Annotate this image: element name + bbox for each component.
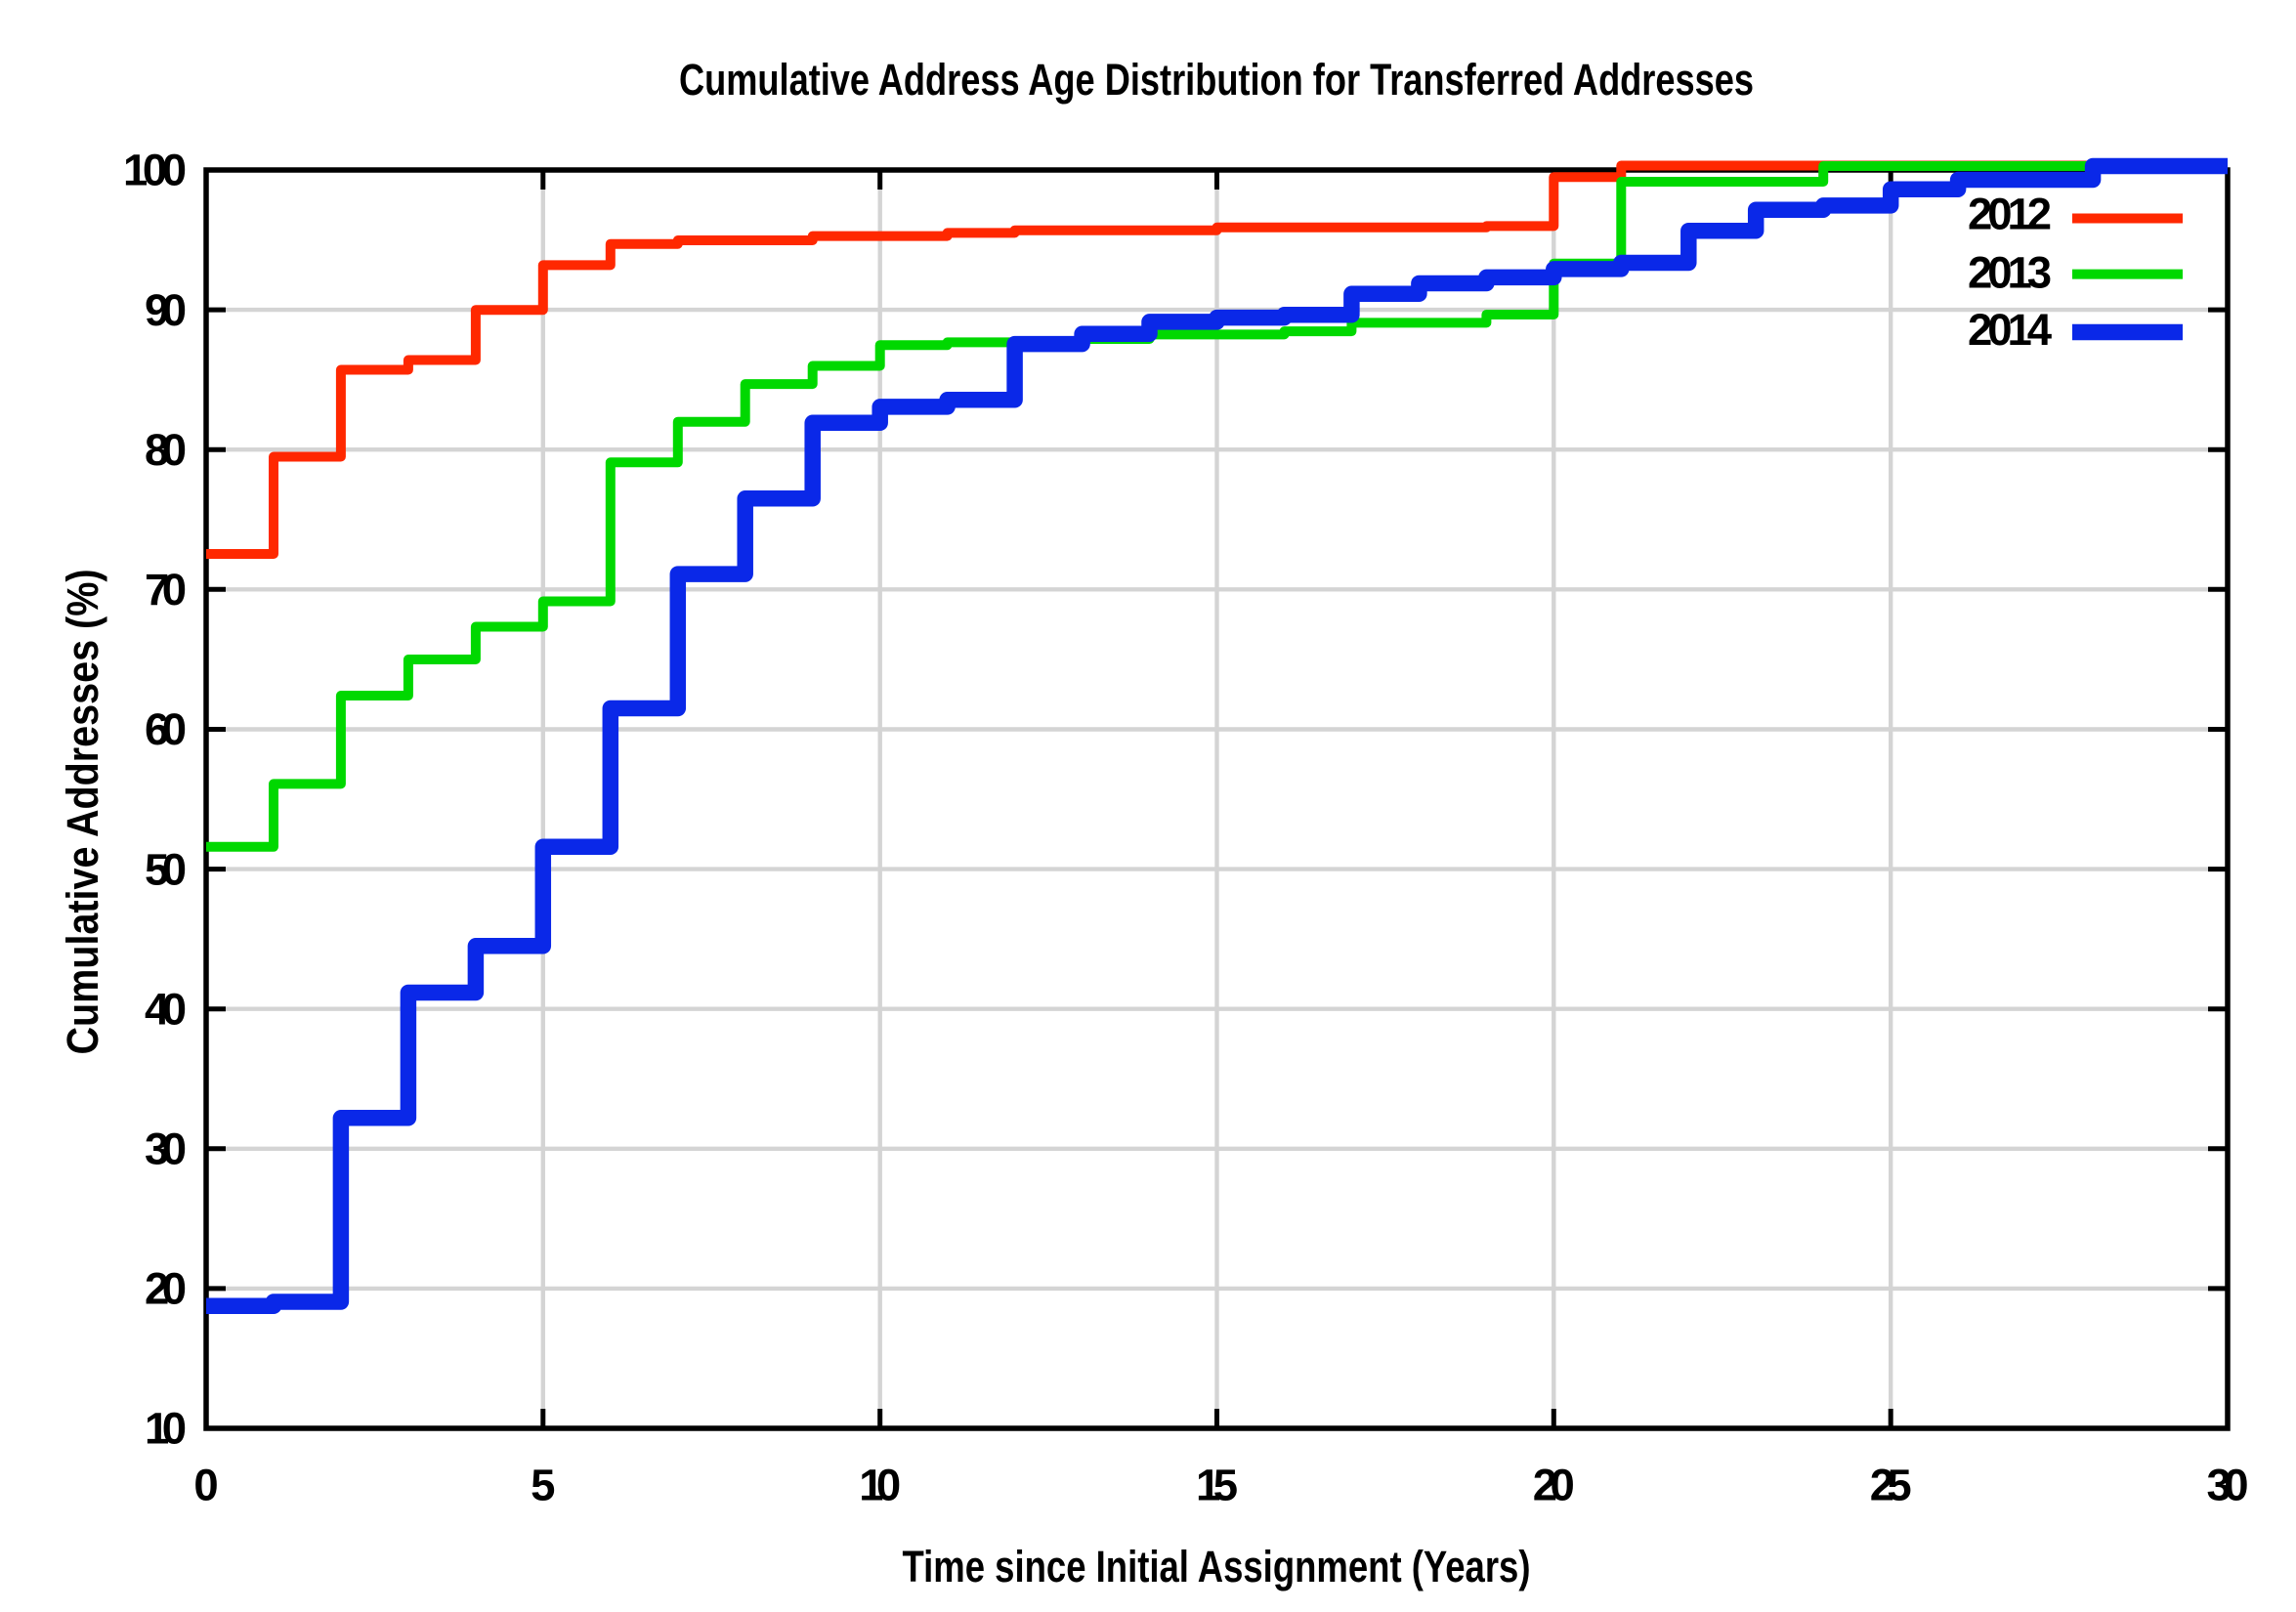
svg-text:Time since Initial Assignment: Time since Initial Assignment (Years) [903,1542,1531,1591]
svg-text:90: 90 [145,285,187,335]
svg-text:0: 0 [193,1461,218,1510]
svg-text:60: 60 [145,704,187,754]
svg-text:10: 10 [859,1461,901,1510]
svg-text:30: 30 [145,1124,187,1174]
svg-text:2014: 2014 [1968,305,2053,355]
svg-text:Cumulative Address Age Distrib: Cumulative Address Age Distribution for … [679,55,1754,105]
svg-text:20: 20 [145,1264,187,1314]
svg-text:2012: 2012 [1968,190,2052,239]
svg-text:25: 25 [1870,1461,1912,1510]
svg-text:20: 20 [1533,1461,1575,1510]
svg-text:100: 100 [123,146,187,195]
svg-text:80: 80 [145,425,187,475]
svg-text:40: 40 [145,984,187,1034]
svg-text:50: 50 [145,844,187,894]
svg-text:2013: 2013 [1968,247,2052,297]
svg-text:30: 30 [2207,1461,2249,1510]
svg-text:Cumulative Addresses (%): Cumulative Addresses (%) [58,570,107,1055]
svg-text:70: 70 [145,565,187,615]
svg-text:5: 5 [531,1461,555,1510]
svg-text:10: 10 [145,1404,187,1454]
svg-text:15: 15 [1196,1461,1238,1510]
